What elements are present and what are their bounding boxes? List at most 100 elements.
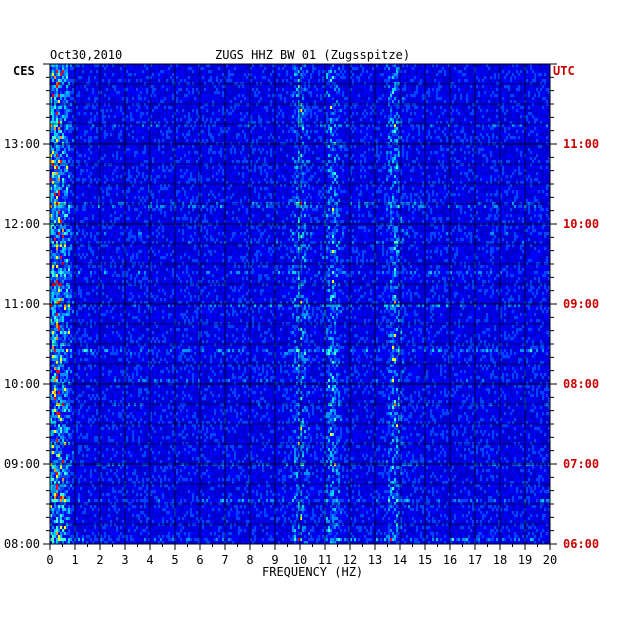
spectrogram-cell xyxy=(332,76,335,80)
spectrogram-cell xyxy=(228,136,231,140)
spectrogram-cell xyxy=(220,169,223,173)
spectrogram-cell xyxy=(282,109,285,113)
spectrogram-cell xyxy=(112,94,115,98)
spectrogram-cell xyxy=(86,166,89,170)
spectrogram-cell xyxy=(456,121,459,125)
spectrogram-cell xyxy=(114,169,117,173)
spectrogram-cell xyxy=(362,139,365,143)
spectrogram-cell xyxy=(200,154,203,158)
spectrogram-cell xyxy=(302,130,305,134)
spectrogram-cell xyxy=(286,154,289,158)
spectrogram-cell xyxy=(444,70,447,74)
spectrogram-cell xyxy=(206,163,209,167)
spectrogram-cell xyxy=(150,64,153,68)
spectrogram-cell xyxy=(308,148,311,152)
spectrogram-cell xyxy=(452,106,455,110)
spectrogram-cell xyxy=(456,151,459,155)
spectrogram-cell xyxy=(452,166,455,170)
spectrogram-cell xyxy=(486,160,489,164)
spectrogram-cell xyxy=(150,145,153,149)
spectrogram-cell xyxy=(414,166,417,170)
spectrogram-cell xyxy=(328,103,331,107)
spectrogram-cell xyxy=(142,124,145,128)
spectrogram-cell xyxy=(350,121,353,125)
spectrogram-cell xyxy=(496,139,499,143)
spectrogram-cell xyxy=(242,118,245,122)
spectrogram-cell xyxy=(254,70,257,74)
spectrogram-cell xyxy=(314,109,317,113)
spectrogram-cell xyxy=(176,130,179,134)
spectrogram-cell xyxy=(390,130,393,134)
spectrogram-cell xyxy=(80,172,83,176)
spectrogram-cell xyxy=(62,112,65,116)
spectrogram-cell xyxy=(412,124,415,128)
spectrogram-cell xyxy=(346,166,349,170)
spectrogram-cell xyxy=(156,163,159,167)
spectrogram-cell xyxy=(286,130,289,134)
spectrogram-cell xyxy=(202,94,205,98)
spectrogram-cell xyxy=(496,67,499,71)
spectrogram-cell xyxy=(398,103,401,107)
spectrogram-cell xyxy=(238,85,241,89)
spectrogram-cell xyxy=(372,136,375,140)
spectrogram-cell xyxy=(196,88,199,92)
spectrogram-cell xyxy=(88,154,91,158)
spectrogram-cell xyxy=(394,121,397,125)
spectrogram-cell xyxy=(402,88,405,92)
spectrogram-cell xyxy=(66,109,69,113)
spectrogram-cell xyxy=(76,112,79,116)
spectrogram-cell xyxy=(346,121,349,125)
spectrogram-cell xyxy=(340,94,343,98)
spectrogram-cell xyxy=(66,73,69,77)
spectrogram-cell xyxy=(132,94,135,98)
spectrogram-cell xyxy=(112,79,115,83)
spectrogram-cell xyxy=(78,97,81,101)
spectrogram-cell xyxy=(168,157,171,161)
spectrogram-cell xyxy=(292,94,295,98)
spectrogram-cell xyxy=(158,79,161,83)
spectrogram-cell xyxy=(194,76,197,80)
spectrogram-cell xyxy=(316,130,319,134)
spectrogram-cell xyxy=(388,67,391,71)
spectrogram-cell xyxy=(54,169,57,173)
spectrogram-cell xyxy=(172,118,175,122)
spectrogram-cell xyxy=(178,64,181,68)
spectrogram-cell xyxy=(272,70,275,74)
spectrogram-cell xyxy=(232,163,235,167)
spectrogram-cell xyxy=(344,121,347,125)
spectrogram-cell xyxy=(158,73,161,77)
spectrogram-cell xyxy=(392,115,395,119)
spectrogram-cell xyxy=(202,139,205,143)
spectrogram-cell xyxy=(200,67,203,71)
spectrogram-cell xyxy=(220,85,223,89)
spectrogram-cell xyxy=(320,139,323,143)
spectrogram-cell xyxy=(544,109,547,113)
spectrogram-cell xyxy=(248,124,251,128)
spectrogram-cell xyxy=(544,79,547,83)
spectrogram-cell xyxy=(400,109,403,113)
spectrogram-cell xyxy=(260,148,263,152)
spectrogram-cell xyxy=(294,67,297,71)
spectrogram-cell xyxy=(396,100,399,104)
spectrogram-cell xyxy=(348,100,351,104)
spectrogram-cell xyxy=(198,64,201,68)
spectrogram-cell xyxy=(438,148,441,152)
spectrogram-cell xyxy=(332,130,335,134)
spectrogram-cell xyxy=(338,157,341,161)
spectrogram-cell xyxy=(514,121,517,125)
spectrogram-cell xyxy=(286,124,289,128)
spectrogram-cell xyxy=(190,124,193,128)
spectrogram-cell xyxy=(530,124,533,128)
spectrogram-cell xyxy=(118,88,121,92)
spectrogram-cell xyxy=(204,115,207,119)
spectrogram-cell xyxy=(212,151,215,155)
spectrogram-cell xyxy=(404,88,407,92)
spectrogram-cell xyxy=(300,106,303,110)
spectrogram-cell xyxy=(240,154,243,158)
spectrogram-cell xyxy=(212,136,215,140)
spectrogram-cell xyxy=(476,76,479,80)
spectrogram-cell xyxy=(350,133,353,137)
spectrogram-cell xyxy=(108,166,111,170)
spectrogram-cell xyxy=(238,127,241,131)
spectrogram-cell xyxy=(322,166,325,170)
